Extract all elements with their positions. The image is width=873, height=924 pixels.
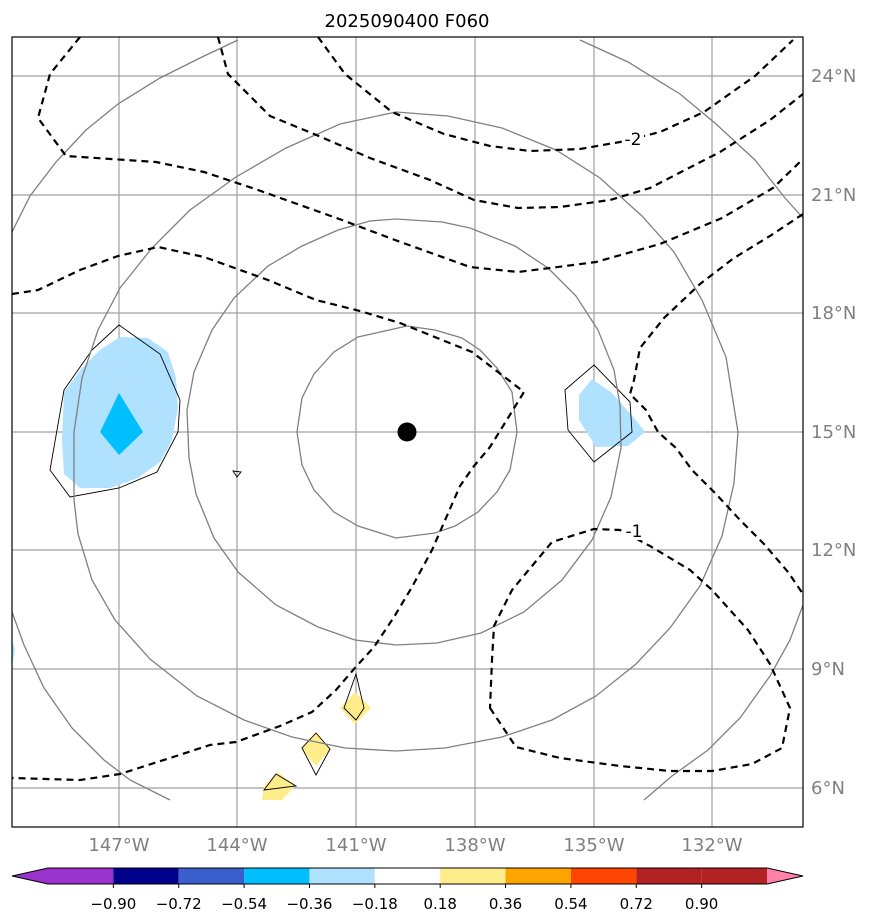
- range-ring-4b: [579, 39, 803, 219]
- range-ring-1: [296, 325, 518, 539]
- yellow-outline-3: [263, 773, 298, 791]
- colorbar-segment: [570, 868, 637, 884]
- range-ring-3: [73, 111, 739, 752]
- yellow-outline-1: [343, 672, 365, 721]
- yellow-patch-3: [262, 772, 295, 800]
- lat-label: 21°N: [811, 185, 856, 206]
- colorbar-outline: [11, 867, 804, 885]
- colorbar-segment: [309, 868, 375, 884]
- colorbar-segment: [505, 868, 571, 884]
- east-blue-region: [579, 379, 645, 447]
- small-contour-mark: [232, 470, 242, 478]
- lat-label: 9°N: [811, 659, 845, 680]
- contour-labels: -2 -1: [622, 130, 644, 542]
- colorbar-extend-min: [12, 868, 48, 884]
- figure-title: 2025090400 F060: [325, 11, 490, 32]
- colorbar: −0.90 −0.72 −0.54 −0.36 −0.18 0.18 0.36 0.54 0.7…: [11, 867, 804, 913]
- storm-center-marker: [397, 422, 417, 442]
- lon-label: 141°W: [325, 835, 386, 856]
- contour-right-lobe: [628, 213, 803, 595]
- colorbar-segment: [701, 868, 767, 884]
- lat-label: 18°N: [811, 303, 856, 324]
- lat-label: 15°N: [811, 422, 856, 443]
- colorbar-segment: [636, 868, 702, 884]
- colorbar-segment: [440, 868, 506, 884]
- east-region-outline: [564, 364, 633, 463]
- colorbar-tick-label: 0.36: [489, 895, 522, 913]
- range-ring-2: [186, 218, 622, 646]
- colorbar-segment: [113, 868, 179, 884]
- lon-label: 144°W: [206, 835, 267, 856]
- map-frame: [11, 36, 804, 828]
- yellow-patch-1: [340, 692, 371, 724]
- edge-blue-sliver: [12, 640, 15, 666]
- range-ring-4c: [12, 611, 171, 801]
- range-ring-4d: [643, 604, 803, 801]
- dashed-contours: [12, 37, 803, 782]
- colorbar-tick-label: 0.54: [554, 895, 587, 913]
- contour-label-minus-2: -2: [625, 130, 642, 150]
- contour-minus-2: [216, 37, 803, 210]
- contour-minus-1: [488, 527, 792, 773]
- lat-label: 24°N: [811, 66, 856, 87]
- colorbar-tick-label: −0.54: [221, 895, 267, 913]
- colorbar-tick-label: −0.90: [90, 895, 136, 913]
- yellow-patch-2: [301, 732, 330, 766]
- latitude-labels: 24°N 21°N 18°N 15°N 12°N 9°N 6°N: [811, 66, 856, 799]
- colorbar-extend-max: [767, 868, 803, 884]
- colorbar-tick-label: 0.72: [620, 895, 653, 913]
- colorbar-segment: [178, 868, 245, 884]
- lat-label: 12°N: [811, 540, 856, 561]
- colorbar-segment: [48, 868, 114, 884]
- lat-label: 6°N: [811, 778, 845, 799]
- west-deep-blue-core: [100, 393, 143, 455]
- contour-central: [12, 245, 526, 782]
- contour-upper-arc: [317, 37, 794, 153]
- colorbar-tick-label: −0.72: [156, 895, 202, 913]
- lon-label: 132°W: [681, 835, 742, 856]
- colorbar-segment: [374, 868, 441, 884]
- range-rings: [12, 39, 803, 801]
- lon-label: 135°W: [563, 835, 624, 856]
- colorbar-tick-label: 0.18: [423, 895, 456, 913]
- colorbar-segment: [244, 868, 310, 884]
- contour-top-left: [36, 37, 803, 274]
- contour-label-minus-1: -1: [626, 522, 643, 542]
- filled-anomalies: [12, 337, 645, 800]
- colorbar-tick-label: 0.90: [685, 895, 718, 913]
- map-plot-area: -2 -1: [12, 37, 803, 827]
- longitude-labels: 147°W 144°W 141°W 138°W 135°W 132°W: [88, 835, 742, 856]
- range-ring-4: [12, 39, 239, 233]
- lon-label: 147°W: [88, 835, 149, 856]
- colorbar-tick-label: −0.18: [352, 895, 398, 913]
- colorbar-tick-label: −0.36: [286, 895, 332, 913]
- west-region-outline: [49, 324, 181, 498]
- lon-label: 138°W: [444, 835, 505, 856]
